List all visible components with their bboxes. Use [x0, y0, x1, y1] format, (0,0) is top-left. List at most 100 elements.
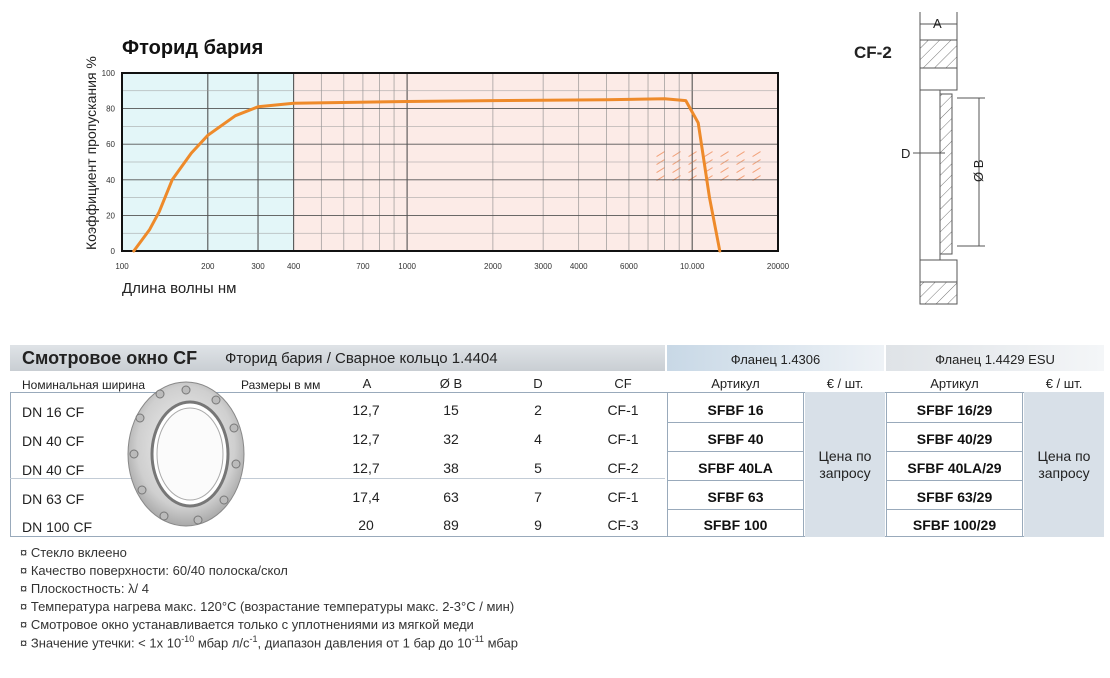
price-on-request-2: Цена по запросу [1037, 448, 1091, 481]
price1-cell [805, 392, 885, 537]
article2: SFBF 16/29 [916, 402, 993, 418]
cell-cf: CF-1 [607, 431, 639, 447]
article2: SFBF 40LA/29 [907, 460, 1002, 476]
col-price2: € / шт. [1045, 376, 1083, 391]
note-6: ¤ Значение утечки: < 1x 10-10 мбар л/с-1… [20, 634, 518, 650]
note-text: Смотровое окно устанавливается только с … [30, 617, 474, 632]
note-text: Качество поверхности: 60/40 полоска/скол [30, 563, 288, 578]
col-b: Ø B [439, 376, 463, 391]
x-tick-label: 6000 [620, 262, 638, 271]
article-separator [667, 480, 804, 481]
hatch-mark [752, 151, 761, 157]
article-separator [886, 451, 1023, 452]
note-2: ¤ Качество поверхности: 60/40 полоска/ск… [20, 563, 288, 578]
article-separator [667, 422, 804, 423]
row-dn: DN 40 CF [22, 433, 85, 449]
y-tick-label: 80 [106, 105, 115, 114]
col-sizes: Размеры в мм [241, 378, 321, 392]
hatch-mark [656, 151, 665, 157]
note-1: ¤ Стекло вклеено [20, 545, 127, 560]
col-article2: Артикул [930, 376, 979, 391]
col-price1: € / шт. [826, 376, 864, 391]
exponent: -1 [249, 634, 258, 644]
hatch-mark [752, 167, 761, 173]
bullet: ¤ [20, 635, 28, 651]
price2-cell [1024, 392, 1104, 537]
cell-b: 63 [443, 489, 459, 505]
hatch-mark [736, 151, 745, 157]
x-tick-label: 200 [201, 262, 215, 271]
x-tick-label: 300 [251, 262, 265, 271]
col-cf: CF [614, 376, 632, 391]
y-axis-label: Коэффициент пропускания % [83, 56, 99, 250]
row-divider [10, 478, 665, 479]
note-text: Плоскостность: λ/ 4 [30, 581, 149, 596]
cell-b: 38 [443, 460, 459, 476]
row-dn: DN 16 CF [22, 404, 85, 420]
cell-b: 32 [443, 431, 459, 447]
table-top-line [10, 392, 1104, 393]
x-axis-label: Длина волны нм [122, 280, 236, 297]
x-tick-label: 20000 [767, 262, 790, 271]
col-article1: Артикул [711, 376, 760, 391]
bullet: ¤ [20, 599, 28, 614]
dim-d-label: D [901, 146, 910, 161]
cell-a: 12,7 [352, 431, 380, 447]
exponent: -10 [181, 634, 195, 644]
article1: SFBF 16 [707, 402, 764, 418]
flange1-label: Фланец 1.4306 [730, 352, 821, 367]
y-tick-label: 20 [106, 211, 115, 220]
x-tick-label: 2000 [484, 262, 502, 271]
exponent: -11 [471, 634, 484, 644]
cell-b: 15 [443, 402, 459, 418]
cell-d: 2 [534, 402, 542, 418]
cell-b: 89 [443, 517, 459, 533]
hatch-mark [704, 151, 713, 157]
row-dn: DN 63 CF [22, 491, 85, 507]
row-dn: DN 40 CF [22, 462, 85, 478]
cell-a: 12,7 [352, 460, 380, 476]
hatch-mark [720, 167, 729, 173]
note-text: мбар л/с [194, 635, 250, 651]
bullet: ¤ [20, 563, 28, 578]
x-tick-label: 400 [287, 262, 301, 271]
article1: SFBF 40 [707, 431, 764, 447]
article-separator [667, 451, 804, 452]
plot-frame [121, 72, 779, 252]
note-5: ¤ Смотровое окно устанавливается только … [20, 617, 474, 632]
flange2-label: Фланец 1.4429 ESU [935, 352, 1055, 367]
table-subtitle: Фторид бария / Сварное кольцо 1.4404 [225, 350, 498, 367]
bullet: ¤ [20, 617, 28, 632]
x-tick-label: 1000 [398, 262, 416, 271]
y-tick-label: 0 [111, 247, 116, 256]
article1-column [667, 392, 804, 537]
grid-horizontal [122, 90, 778, 234]
note-text: , диапазон давления от 1 бар до 10 [257, 635, 472, 651]
article-separator [886, 480, 1023, 481]
col-nominal: Номинальная ширина [22, 378, 145, 392]
hatch-mark [736, 167, 745, 173]
cell-cf: CF-3 [607, 517, 639, 533]
note-text: Значение утечки: < 1x 10 [30, 635, 182, 651]
price-on-request-1: Цена по запросу [818, 448, 872, 481]
x-tick-label: 4000 [570, 262, 588, 271]
hatch-mark [720, 151, 729, 157]
note-3: ¤ Плоскостность: λ/ 4 [20, 581, 149, 596]
cell-a: 12,7 [352, 402, 380, 418]
chart-title: Фторид бария [122, 37, 263, 59]
bullet: ¤ [20, 581, 28, 596]
dim-a-label: A [933, 16, 942, 31]
y-tick-labels: 0 20 40 60 80 100 [102, 69, 116, 256]
hatch-mark [656, 167, 665, 173]
note-text: Температура нагрева макс. 120°C (возраст… [30, 599, 515, 614]
table-bottom-line [10, 536, 1104, 537]
cell-a: 17,4 [352, 489, 380, 505]
x-tick-labels: 100 200 300 400 700 1000 2000 3000 4000 6000 10.00… [115, 262, 789, 271]
article-separator [886, 422, 1023, 423]
y-tick-label: 40 [106, 176, 115, 185]
cell-cf: CF-2 [607, 460, 639, 476]
article2: SFBF 100/29 [912, 517, 997, 533]
dim-b-label: Ø B [971, 160, 986, 182]
table-left-line [10, 392, 11, 537]
transmission-chart: 0 20 40 60 80 100 100 200 300 400 700 1000 2000 3000… [83, 37, 790, 297]
